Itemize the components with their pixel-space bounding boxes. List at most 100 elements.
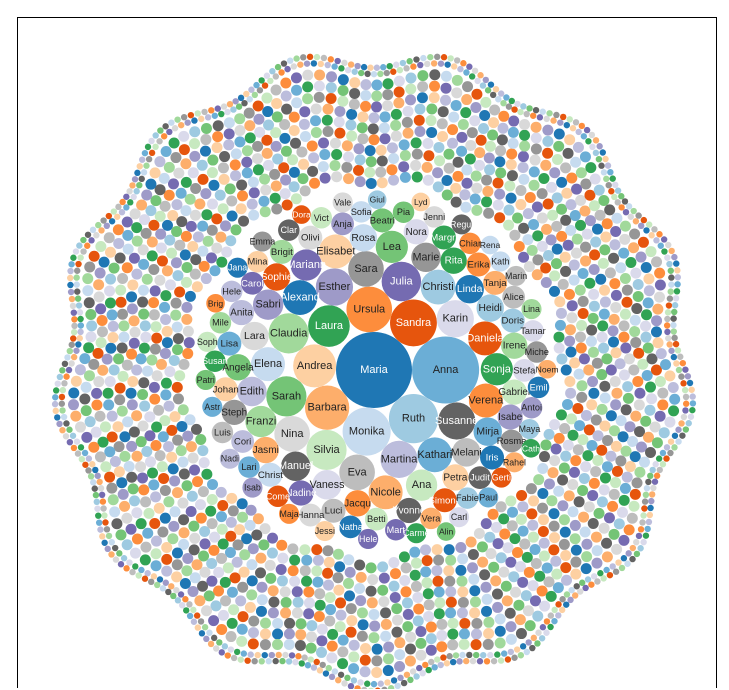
small-bubble[interactable] [494,156,506,168]
small-bubble[interactable] [645,246,657,258]
small-bubble[interactable] [436,629,448,641]
bubble-judit[interactable]: Judit [468,466,492,490]
small-bubble[interactable] [324,61,331,69]
small-bubble[interactable] [654,410,666,422]
small-bubble[interactable] [283,638,295,650]
small-bubble[interactable] [685,420,692,427]
small-bubble[interactable] [75,302,83,309]
small-bubble[interactable] [216,639,223,646]
small-bubble[interactable] [376,155,388,167]
small-bubble[interactable] [621,198,629,205]
small-bubble[interactable] [188,544,200,556]
bubble-circle[interactable] [500,429,524,453]
small-bubble[interactable] [266,547,278,559]
small-bubble[interactable] [479,82,487,89]
small-bubble[interactable] [596,444,608,456]
small-bubble[interactable] [679,432,686,439]
small-bubble[interactable] [151,370,163,382]
small-bubble[interactable] [669,393,681,405]
small-bubble[interactable] [131,410,143,422]
small-bubble[interactable] [599,392,611,404]
bubble-steph[interactable]: Steph [221,399,247,425]
small-bubble[interactable] [119,500,131,512]
small-bubble[interactable] [566,116,573,123]
small-bubble[interactable] [596,331,608,343]
small-bubble[interactable] [118,331,130,343]
small-bubble[interactable] [529,595,541,607]
small-bubble[interactable] [313,80,325,92]
small-bubble[interactable] [677,353,684,360]
small-bubble[interactable] [209,531,221,543]
small-bubble[interactable] [157,431,169,443]
small-bubble[interactable] [431,664,438,671]
small-bubble[interactable] [543,576,555,588]
small-bubble[interactable] [297,173,309,185]
small-bubble[interactable] [399,575,411,587]
small-bubble[interactable] [258,195,270,207]
small-bubble[interactable] [447,55,454,62]
small-bubble[interactable] [129,568,136,576]
bubble-nora[interactable]: Nora [403,219,429,245]
small-bubble[interactable] [216,256,228,268]
small-bubble[interactable] [599,380,611,392]
small-bubble[interactable] [332,572,344,584]
small-bubble[interactable] [59,426,66,434]
small-bubble[interactable] [150,321,162,333]
small-bubble[interactable] [291,586,303,598]
small-bubble[interactable] [295,653,302,660]
bubble-circle[interactable] [202,396,223,417]
small-bubble[interactable] [575,128,582,136]
small-bubble[interactable] [389,568,401,580]
small-bubble[interactable] [108,551,115,558]
small-bubble[interactable] [129,547,141,559]
small-bubble[interactable] [621,284,633,296]
small-bubble[interactable] [140,541,152,553]
small-bubble[interactable] [227,646,235,653]
small-bubble[interactable] [314,588,326,600]
small-bubble[interactable] [243,90,250,98]
small-bubble[interactable] [634,426,646,438]
small-bubble[interactable] [117,308,129,320]
small-bubble[interactable] [550,443,562,455]
small-bubble[interactable] [505,192,517,204]
small-bubble[interactable] [393,75,405,87]
small-bubble[interactable] [653,291,665,303]
small-bubble[interactable] [121,262,133,274]
small-bubble[interactable] [547,612,555,619]
small-bubble[interactable] [546,495,558,507]
small-bubble[interactable] [97,436,109,448]
small-bubble[interactable] [630,267,642,279]
small-bubble[interactable] [538,550,550,562]
small-bubble[interactable] [618,564,626,572]
small-bubble[interactable] [684,373,692,380]
bubble-kath[interactable]: Kath [490,251,511,272]
small-bubble[interactable] [108,364,120,376]
small-bubble[interactable] [540,277,552,289]
small-bubble[interactable] [379,133,391,145]
small-bubble[interactable] [517,576,529,588]
small-bubble[interactable] [596,143,603,150]
small-bubble[interactable] [557,500,569,512]
small-bubble[interactable] [643,227,650,234]
small-bubble[interactable] [198,550,210,562]
small-bubble[interactable] [163,189,175,201]
small-bubble[interactable] [116,550,123,557]
small-bubble[interactable] [234,113,246,125]
small-bubble[interactable] [153,404,165,416]
bubble-circle[interactable] [292,205,311,224]
bubble-angela[interactable]: Angela [222,354,254,381]
bubble-circle[interactable] [381,261,422,302]
small-bubble[interactable] [229,159,241,171]
small-bubble[interactable] [597,320,609,332]
small-bubble[interactable] [615,559,622,566]
bubble-circle[interactable] [321,498,346,523]
bubble-iris[interactable]: Iris [480,445,505,470]
bubble-circle[interactable] [349,224,378,252]
small-bubble[interactable] [481,593,493,605]
small-bubble[interactable] [561,574,573,586]
small-bubble[interactable] [663,322,671,329]
bubble-circle[interactable] [304,385,350,430]
bubble-soph[interactable]: Soph [197,331,218,352]
small-bubble[interactable] [332,548,344,560]
small-bubble[interactable] [680,380,687,387]
